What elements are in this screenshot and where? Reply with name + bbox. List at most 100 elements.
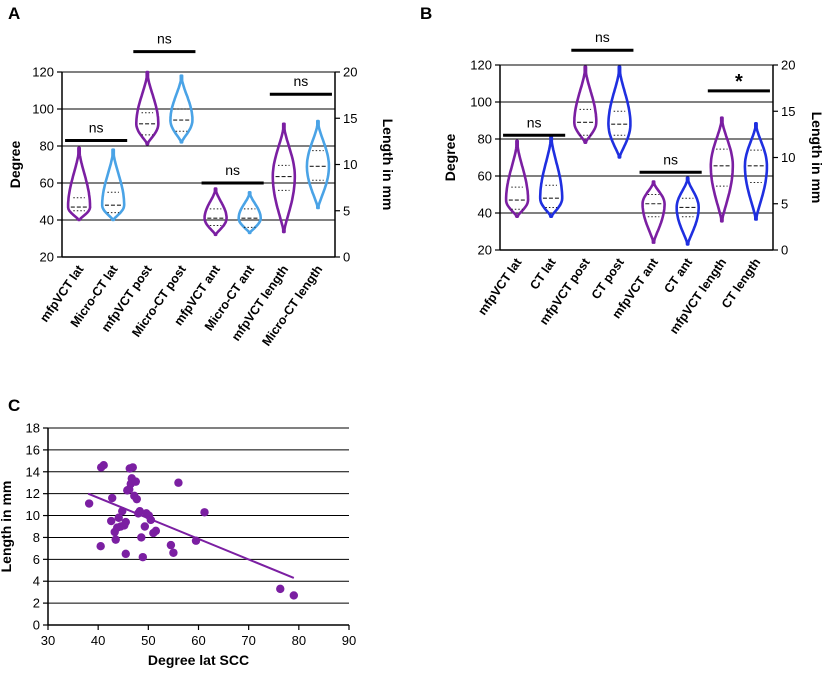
panel-c-data-point xyxy=(200,508,209,517)
panel-b-right-tick-label: 15 xyxy=(781,104,795,119)
panel-a-violin xyxy=(305,119,331,210)
panel-c-data-point xyxy=(166,540,176,550)
panel-b-violin xyxy=(709,116,735,223)
panel-a-right-tick-label: 15 xyxy=(343,111,357,126)
panel-a-violin xyxy=(100,148,126,222)
panel-c-data-point xyxy=(132,494,141,504)
panel-b-left-tick-label: 80 xyxy=(478,132,492,147)
panel-c-data-point xyxy=(111,535,120,544)
panel-b-significance-label: * xyxy=(735,71,743,93)
panel-c-data-point xyxy=(289,591,299,600)
panel-c-y-tick-label: 2 xyxy=(33,596,40,611)
panel-a-right-tick-label: 20 xyxy=(343,65,357,80)
panel-c-x-axis-title: Degree lat SCC xyxy=(148,652,249,668)
panel-a-left-tick-label: 120 xyxy=(32,65,54,80)
panel-a-significance-label: ns xyxy=(225,162,240,178)
panel-c-x-tick-label: 70 xyxy=(241,633,255,648)
panel-a-violin xyxy=(203,187,228,237)
panel-c-data-point xyxy=(131,477,140,486)
panel-a-right-tick-label: 0 xyxy=(343,250,350,265)
panel-c-data-point xyxy=(151,526,161,536)
panel-a-violin xyxy=(237,190,262,235)
panel-a-significance-label: ns xyxy=(157,31,172,47)
panel-c: 0 2 4 6 8 10 12 14 16 18 30 40 50 60 70 80 90 Length in m… xyxy=(0,421,356,669)
panel-a-left-tick-label: 80 xyxy=(40,139,54,154)
panel-a-significance-label: ns xyxy=(89,119,104,135)
panel-c-y-tick-label: 18 xyxy=(26,421,40,436)
panel-b-right-axis-title: Length in mm xyxy=(809,112,825,204)
panel-b-category-label: CT ant xyxy=(661,255,695,296)
panel-c-data-point xyxy=(84,499,94,508)
panel-c-data-point xyxy=(174,478,183,487)
panel-b-right-tick-label: 5 xyxy=(781,196,788,211)
panel-b-left-axis-title: Degree xyxy=(442,134,458,182)
panel-b-letter: B xyxy=(420,4,432,23)
panel-c-data-point xyxy=(276,584,285,594)
panel-b-violin xyxy=(743,121,769,221)
panel-b-left-tick-label: 40 xyxy=(478,206,492,221)
panel-b-left-tick-label: 20 xyxy=(478,243,492,258)
panel-b-violin xyxy=(538,134,564,218)
panel-b-right-tick-label: 20 xyxy=(781,58,795,73)
panel-c-x-tick-label: 80 xyxy=(292,633,306,648)
panel-b-left-tick-label: 100 xyxy=(470,95,492,110)
panel-a-violin xyxy=(66,146,92,222)
panel-a-violin xyxy=(271,122,297,234)
panel-c-y-axis-title: Length in mm xyxy=(0,481,14,573)
panel-c-data-point xyxy=(108,493,117,503)
panel-c-x-tick-label: 60 xyxy=(191,633,205,648)
panel-c-data-point xyxy=(99,461,108,470)
panel-b-violin xyxy=(675,176,700,246)
panel-b-violin xyxy=(641,180,666,244)
panel-b-significance-label: ns xyxy=(595,29,610,45)
panel-a-violin xyxy=(135,70,160,146)
panel-b-right-tick-label: 0 xyxy=(781,243,788,258)
panel-c-y-tick-label: 4 xyxy=(33,574,40,589)
panel-c-data-point xyxy=(114,513,123,522)
panel-a-left-axis-title: Degree xyxy=(7,141,23,189)
panel-c-data-point xyxy=(107,516,116,526)
panel-b: 20 40 60 80 100 120 0 5 10 15 20 Degree Length in mm… xyxy=(442,29,825,336)
panel-b-significance-label: ns xyxy=(527,114,542,130)
panel-a-left-tick-label: 60 xyxy=(40,176,54,191)
panel-a-right-axis-title: Length in mm xyxy=(380,119,396,211)
panel-b-category-label: mfpVCT lat xyxy=(475,255,525,318)
panel-b-violin xyxy=(607,65,632,159)
panel-b-violin xyxy=(573,65,598,144)
panel-b-right-tick-label: 10 xyxy=(781,150,795,165)
panel-c-y-tick-label: 16 xyxy=(26,442,40,457)
panel-a-significance-label: ns xyxy=(293,73,308,89)
panel-b-significance-label: ns xyxy=(663,151,678,167)
panel-c-x-tick-label: 50 xyxy=(141,633,155,648)
panel-c-data-point xyxy=(128,463,137,472)
panel-a-left-tick-label: 20 xyxy=(40,250,54,265)
panel-c-data-point xyxy=(169,548,178,557)
panel-c-x-tick-label: 90 xyxy=(342,633,356,648)
panel-c-data-point xyxy=(137,533,146,542)
panel-c-y-tick-label: 8 xyxy=(33,530,40,545)
panel-b-violin xyxy=(504,139,530,218)
panel-b-category-label: CT lat xyxy=(527,255,559,292)
panel-c-fit-line xyxy=(87,492,295,579)
panel-a: 20 40 60 80 100 120 0 5 10 15 20 Degree Length in mm… xyxy=(7,31,396,349)
panel-c-y-tick-label: 14 xyxy=(26,464,40,479)
panel-a-right-tick-label: 10 xyxy=(343,157,357,172)
panel-a-left-tick-label: 100 xyxy=(32,102,54,117)
panel-c-x-tick-label: 30 xyxy=(41,633,55,648)
panel-c-y-tick-label: 6 xyxy=(33,552,40,567)
panel-c-y-tick-label: 10 xyxy=(26,508,40,523)
panel-a-letter: A xyxy=(8,4,20,23)
panel-c-data-point xyxy=(140,522,150,531)
panel-c-data-point xyxy=(138,552,148,562)
panel-c-data-point xyxy=(121,549,130,559)
panel-c-data-point xyxy=(121,517,130,527)
panel-a-left-tick-label: 40 xyxy=(40,213,54,228)
panel-b-left-tick-label: 60 xyxy=(478,169,492,184)
panel-a-category-label: Micro-CT length xyxy=(259,263,325,349)
panel-c-x-tick-label: 40 xyxy=(91,633,105,648)
panel-b-left-tick-label: 120 xyxy=(470,58,492,73)
panel-a-violin xyxy=(169,74,194,144)
panel-c-y-tick-label: 12 xyxy=(26,486,40,501)
panel-c-data-point xyxy=(96,542,105,551)
